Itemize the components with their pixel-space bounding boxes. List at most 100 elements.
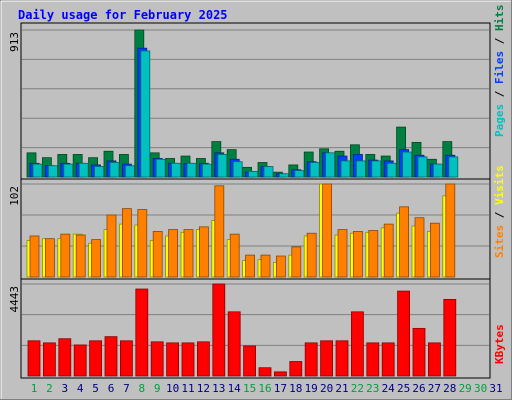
- bar-sites-day-15: [245, 254, 256, 278]
- bar-kbytes-day-3: [58, 338, 72, 377]
- series-legend: Sites / Visits: [493, 165, 506, 258]
- bar-sites-day-7: [122, 208, 132, 278]
- bar-kbytes-day-16: [258, 367, 272, 377]
- x-tick-day-30: 30: [474, 382, 487, 395]
- bar-kbytes-day-9: [150, 341, 164, 377]
- bar-sites-day-27: [429, 222, 440, 278]
- bar-sites-day-17: [275, 255, 286, 278]
- bar-kbytes-day-17: [273, 371, 287, 377]
- bar-pages-day-21: [340, 160, 351, 178]
- bar-sites-day-6: [106, 214, 117, 278]
- bar-pages-day-18: [294, 170, 305, 178]
- bar-kbytes-day-6: [104, 336, 118, 377]
- y-max-label: 4443: [8, 286, 21, 313]
- x-tick-day-25: 25: [397, 382, 410, 395]
- bar-kbytes-day-21: [335, 340, 349, 377]
- legend-files: Files: [493, 51, 506, 84]
- bar-kbytes-day-20: [320, 340, 334, 377]
- x-tick-day-6: 6: [108, 382, 115, 395]
- bar-kbytes-day-25: [397, 290, 411, 377]
- y-max-label: 913: [8, 32, 21, 52]
- bar-sites-day-10: [168, 229, 179, 278]
- legend-kbytes: KBytes: [493, 324, 506, 364]
- bar-pages-day-24: [386, 162, 397, 178]
- bar-sites-day-18: [291, 246, 302, 278]
- bar-kbytes-day-11: [181, 342, 195, 377]
- bar-pages-day-13: [217, 154, 228, 178]
- bar-kbytes-day-1: [27, 340, 41, 377]
- x-tick-day-26: 26: [412, 382, 425, 395]
- bar-kbytes-day-4: [73, 344, 87, 377]
- bar-pages-day-27: [432, 163, 443, 178]
- x-tick-day-27: 27: [428, 382, 441, 395]
- x-tick-day-21: 21: [335, 382, 348, 395]
- bar-pages-day-23: [371, 160, 382, 178]
- bar-kbytes-day-18: [289, 361, 303, 377]
- series-legend: KBytes: [493, 324, 506, 364]
- bar-sites-day-4: [75, 234, 86, 278]
- bar-pages-day-8: [140, 50, 151, 178]
- bar-sites-day-1: [29, 235, 40, 278]
- y-max-label: 102: [8, 186, 21, 206]
- bar-sites-day-26: [414, 217, 425, 278]
- bar-kbytes-day-8: [135, 288, 149, 377]
- bar-kbytes-day-28: [443, 298, 457, 377]
- bar-kbytes-day-27: [427, 342, 441, 377]
- x-tick-day-14: 14: [228, 382, 242, 395]
- bar-kbytes-day-26: [412, 327, 426, 377]
- bar-kbytes-day-24: [381, 342, 395, 377]
- x-tick-day-5: 5: [92, 382, 99, 395]
- x-tick-day-4: 4: [77, 382, 84, 395]
- bar-pages-day-17: [278, 173, 289, 178]
- bar-pages-day-1: [32, 163, 43, 178]
- bar-sites-day-24: [383, 223, 394, 278]
- x-tick-day-20: 20: [320, 382, 333, 395]
- legend-visits: Visits: [493, 165, 506, 205]
- x-tick-day-9: 9: [154, 382, 161, 395]
- bar-sites-day-16: [260, 254, 271, 278]
- x-tick-day-8: 8: [138, 382, 145, 395]
- bar-pages-day-5: [94, 166, 104, 178]
- x-tick-day-10: 10: [166, 382, 179, 395]
- bar-pages-day-9: [155, 158, 166, 178]
- x-tick-day-3: 3: [61, 382, 68, 395]
- bar-sites-day-23: [368, 230, 379, 278]
- bar-sites-day-28: [445, 183, 456, 278]
- bar-sites-day-8: [137, 209, 148, 278]
- x-tick-day-24: 24: [382, 382, 396, 395]
- x-tick-day-2: 2: [46, 382, 53, 395]
- bar-kbytes-day-2: [43, 342, 56, 377]
- bar-pages-day-28: [448, 156, 459, 178]
- bar-pages-day-7: [125, 165, 135, 178]
- bar-pages-day-14: [232, 161, 243, 178]
- x-tick-day-7: 7: [123, 382, 130, 395]
- legend-pages: Pages: [493, 104, 506, 137]
- bar-sites-day-11: [183, 229, 194, 278]
- chart-title: Daily usage for February 2025: [18, 8, 228, 22]
- bar-kbytes-day-13: [212, 283, 226, 377]
- bar-pages-day-22: [355, 160, 366, 178]
- bar-kbytes-day-10: [166, 342, 180, 377]
- x-tick-day-22: 22: [351, 382, 364, 395]
- x-tick-day-11: 11: [181, 382, 194, 395]
- x-tick-day-31: 31: [489, 382, 502, 395]
- bar-kbytes-day-19: [304, 342, 318, 377]
- x-tick-day-29: 29: [459, 382, 472, 395]
- bar-pages-day-15: [248, 170, 259, 178]
- x-tick-day-18: 18: [289, 382, 302, 395]
- bar-pages-day-20: [325, 152, 336, 178]
- bars-layer: [26, 29, 459, 377]
- x-tick-day-13: 13: [212, 382, 225, 395]
- legend-hits: Hits: [493, 5, 506, 32]
- bar-pages-day-10: [171, 162, 182, 178]
- bar-pages-day-3: [63, 163, 74, 178]
- x-tick-day-15: 15: [243, 382, 256, 395]
- bar-sites-day-19: [306, 232, 317, 278]
- bar-sites-day-12: [198, 226, 209, 278]
- bar-pages-day-25: [402, 151, 413, 178]
- bar-sites-day-2: [45, 238, 55, 278]
- legend-sites: Sites: [493, 225, 506, 258]
- bar-pages-day-19: [309, 162, 320, 178]
